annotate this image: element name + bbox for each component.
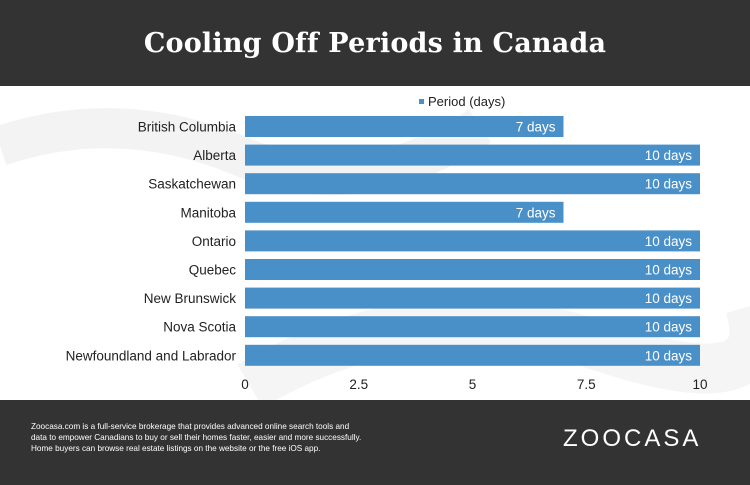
data-label: 10 days xyxy=(645,148,693,163)
x-tick-label: 10 xyxy=(692,377,707,392)
category-label: Saskatchewan xyxy=(148,177,236,192)
data-label: 10 days xyxy=(645,263,693,278)
bar xyxy=(245,144,700,166)
legend-label: Period (days) xyxy=(428,94,506,109)
data-label: 10 days xyxy=(645,234,693,249)
bar xyxy=(245,116,564,137)
category-label: Alberta xyxy=(193,148,236,163)
bar-chart: British Columbia 7 days Alberta 10 days Sask… xyxy=(66,116,708,392)
data-label: 7 days xyxy=(516,120,556,135)
bar xyxy=(245,287,700,309)
footer-line-1: Zoocasa.com is a full-service brokerage … xyxy=(31,422,350,431)
bar xyxy=(245,173,700,195)
data-label: 10 days xyxy=(645,320,693,335)
header-bar: Cooling Off Periods in Canada xyxy=(0,0,750,86)
footer-description: Zoocasa.com is a full-service brokerage … xyxy=(31,421,411,454)
bar xyxy=(245,344,700,366)
zoocasa-logo: ZOOCASA xyxy=(563,425,702,452)
category-label: Newfoundland and Labrador xyxy=(66,348,237,363)
data-label: 7 days xyxy=(516,205,556,220)
bar xyxy=(245,201,564,223)
bar xyxy=(245,316,700,338)
category-label: British Columbia xyxy=(138,120,237,135)
page-title: Cooling Off Periods in Canada xyxy=(143,27,607,59)
data-label: 10 days xyxy=(645,177,693,192)
x-tick-label: 7.5 xyxy=(577,377,596,392)
category-label: Manitoba xyxy=(180,205,236,220)
footer-bar: Zoocasa.com is a full-service brokerage … xyxy=(0,400,750,485)
legend-swatch xyxy=(419,99,424,104)
data-label: 10 days xyxy=(645,348,693,363)
x-tick-label: 5 xyxy=(469,377,477,392)
x-tick-label: 0 xyxy=(241,377,249,392)
footer-line-3: Home buyers can browse real estate listi… xyxy=(31,444,321,453)
footer-line-2: data to empower Canadians to buy or sell… xyxy=(31,433,362,442)
chart-legend: Period (days) xyxy=(419,94,505,109)
category-label: Nova Scotia xyxy=(163,320,236,335)
category-label: Quebec xyxy=(189,263,237,278)
x-tick-label: 2.5 xyxy=(349,377,368,392)
category-label: Ontario xyxy=(192,234,236,249)
data-label: 10 days xyxy=(645,291,693,306)
bar xyxy=(245,259,700,280)
bar xyxy=(245,230,700,252)
category-label: New Brunswick xyxy=(144,291,237,306)
